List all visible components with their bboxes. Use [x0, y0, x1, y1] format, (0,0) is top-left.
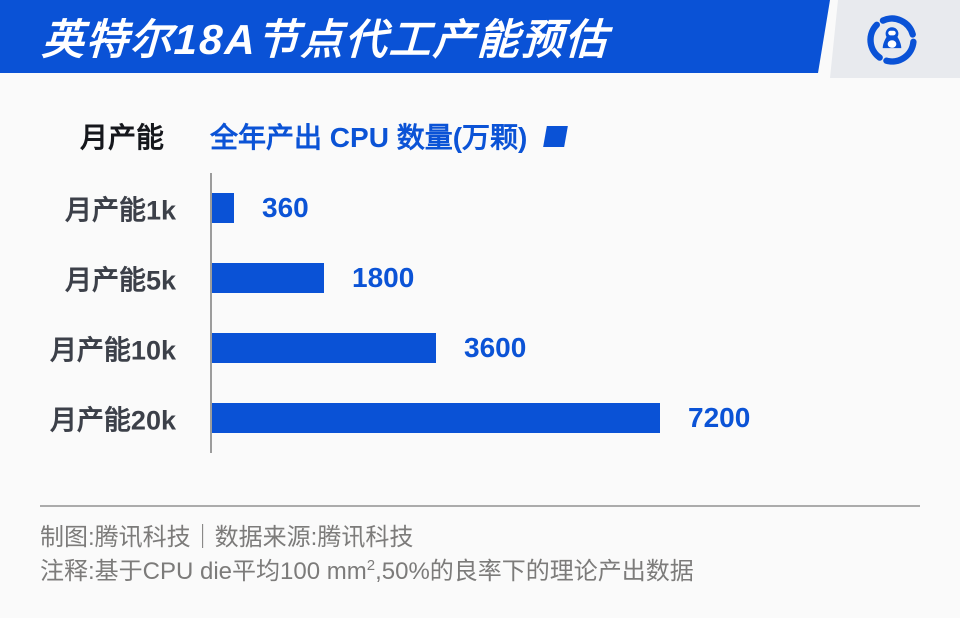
y-axis-line [210, 173, 212, 453]
value-label: 1800 [352, 262, 415, 293]
legend-swatch-icon [543, 125, 569, 147]
legend: 月产能 全年产出 CPU 数量(万颗) [80, 118, 569, 154]
category-label: 月产能1k [64, 195, 176, 226]
header-corner [830, 0, 960, 78]
footer-divider [40, 505, 920, 507]
bar-row: 月产能1k 360 [0, 192, 960, 226]
bar-row: 月产能10k 3600 [0, 332, 960, 366]
bar [212, 333, 436, 363]
note-superscript: 2 [366, 557, 376, 574]
bar [212, 263, 324, 293]
category-label: 月产能20k [49, 405, 176, 436]
value-label: 3600 [464, 332, 527, 363]
bar-row: 月产能20k 7200 [0, 402, 960, 436]
tencent-tech-logo-icon [867, 15, 917, 65]
penguin-icon [882, 27, 902, 49]
note-text-before: 注释:基于CPU die平均100 mm [40, 558, 367, 585]
value-label: 360 [262, 192, 309, 223]
bar [212, 193, 234, 223]
category-label: 月产能5k [64, 265, 176, 296]
note-line: 注释:基于CPU die平均100 mm2,50%的良率下的理论产出数据 [40, 551, 694, 586]
legend-series-label: 全年产出 CPU 数量(万颗) [210, 122, 528, 153]
bar-row: 月产能5k 1800 [0, 262, 960, 296]
header-banner: 英特尔18A节点代工产能预估 [0, 0, 830, 73]
bar [212, 403, 660, 433]
value-label: 7200 [688, 402, 751, 433]
page-title: 英特尔18A节点代工产能预估 [41, 16, 610, 63]
note-text-after: ,50%的良率下的理论产出数据 [375, 558, 694, 585]
category-label: 月产能10k [49, 335, 176, 366]
credit-line: 制图:腾讯科技｜数据来源:腾讯科技 [40, 524, 414, 551]
bar-chart: 月产能1k 360 月产能5k 1800 月产能10k 3600 月产能20k … [0, 173, 960, 453]
legend-y-axis-label: 月产能 [80, 122, 165, 153]
